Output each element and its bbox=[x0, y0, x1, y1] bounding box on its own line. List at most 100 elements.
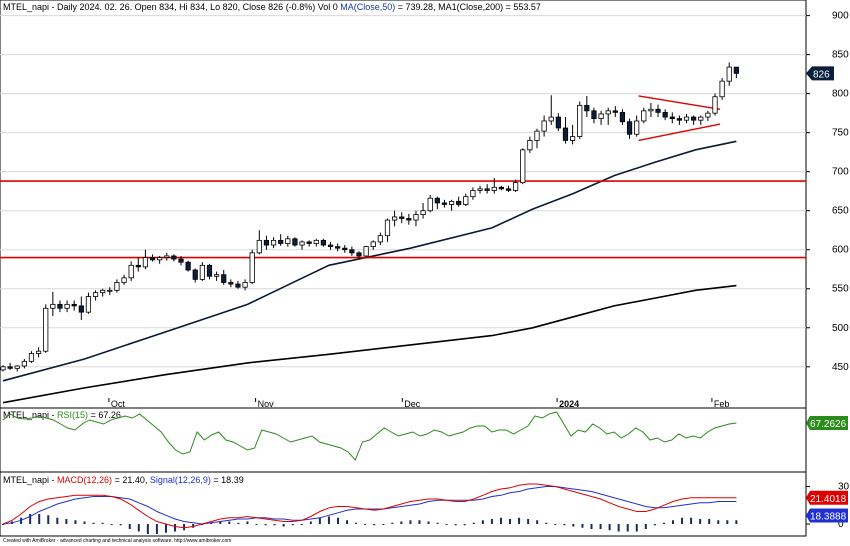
candle-body bbox=[313, 239, 319, 244]
histogram-bar bbox=[563, 524, 566, 526]
histogram-bar bbox=[29, 514, 32, 524]
candle-body bbox=[164, 255, 170, 258]
candle-body bbox=[548, 116, 554, 122]
candle-body bbox=[520, 149, 526, 184]
histogram-bar bbox=[228, 521, 231, 524]
rsi-tag-text: 67.2626 bbox=[810, 419, 847, 430]
signal-value: = 18.39 bbox=[213, 475, 244, 485]
histogram-bar bbox=[155, 524, 158, 534]
candle-body bbox=[513, 182, 519, 191]
candle-body bbox=[377, 235, 383, 243]
macd-histogram bbox=[2, 514, 738, 534]
candle-body bbox=[21, 360, 27, 367]
candle-body bbox=[71, 303, 77, 307]
rsi-panel-header: MTEL_napi - RSI(15) = 67.26 bbox=[3, 410, 121, 420]
candle-body bbox=[92, 292, 99, 297]
price-grid bbox=[0, 15, 806, 368]
histogram-bar bbox=[427, 521, 430, 524]
price-tick-label: 700 bbox=[832, 167, 849, 178]
macd-series bbox=[2, 483, 737, 529]
rsi-panel: 67.2626 bbox=[0, 407, 848, 473]
histogram-bar bbox=[454, 524, 457, 526]
rsi-label: RSI(15) bbox=[57, 410, 89, 420]
candle-body bbox=[570, 136, 576, 141]
price-panel: 900 850 800 750 700 650 600 550 500 450 Oct Nov Dec… bbox=[0, 0, 849, 409]
histogram-bar bbox=[137, 524, 140, 532]
date-tick-label: Dec bbox=[404, 399, 421, 409]
candle-body bbox=[605, 110, 611, 115]
candle-body bbox=[577, 104, 583, 137]
last-price-tag-bg bbox=[806, 66, 834, 81]
candle-body bbox=[698, 116, 704, 121]
candle-body bbox=[57, 303, 63, 309]
histogram-bar bbox=[192, 524, 195, 528]
candle-body bbox=[278, 239, 284, 244]
candle-body bbox=[434, 197, 440, 204]
histogram-bar bbox=[527, 519, 530, 524]
candle-body bbox=[342, 247, 348, 251]
histogram-bar bbox=[490, 519, 493, 524]
candle-body bbox=[726, 66, 732, 82]
candle-body bbox=[384, 219, 391, 237]
signal-tag-bg bbox=[806, 508, 848, 523]
candle-body bbox=[441, 202, 448, 205]
signal-label: Signal(12,26,9) bbox=[149, 475, 211, 485]
histogram-bar bbox=[472, 522, 475, 524]
candle-body bbox=[591, 110, 597, 120]
histogram-bar bbox=[391, 522, 394, 524]
candle-body bbox=[107, 289, 113, 292]
histogram-bar bbox=[56, 517, 59, 524]
candle-body bbox=[584, 104, 590, 112]
ma50-value: = 739.28, bbox=[397, 2, 436, 12]
histogram-bar bbox=[726, 520, 729, 524]
macd-panel: 30 0 21.4018 18.3888 bbox=[0, 471, 850, 537]
price-tick-label: 600 bbox=[832, 245, 849, 256]
candle-body bbox=[242, 282, 248, 288]
histogram-bar bbox=[282, 524, 285, 527]
histogram-bar bbox=[210, 522, 213, 524]
histogram-bar bbox=[119, 524, 122, 526]
candle-body bbox=[712, 96, 718, 114]
candle-body bbox=[178, 258, 184, 263]
ma50-label: MA(Close,50) bbox=[340, 2, 396, 12]
histogram-bar bbox=[608, 524, 611, 531]
rsi-tag-bg bbox=[806, 416, 848, 430]
histogram-bar bbox=[355, 522, 358, 524]
macd-line bbox=[2, 483, 737, 529]
date-axis: Oct Nov Dec 2024 Feb bbox=[108, 398, 729, 409]
candle-body bbox=[691, 116, 697, 121]
support-lines bbox=[0, 180, 806, 259]
rsi-series bbox=[2, 411, 737, 461]
histogram-bar bbox=[617, 524, 620, 532]
macd-tag-bg bbox=[806, 490, 848, 505]
price-tick-label: 500 bbox=[832, 323, 849, 334]
candle-body bbox=[413, 214, 419, 221]
candle-body bbox=[135, 264, 141, 268]
last-price-tag: 826 bbox=[806, 66, 834, 81]
candle-body bbox=[0, 366, 6, 371]
candle-body bbox=[100, 289, 106, 294]
candle-body bbox=[185, 261, 191, 271]
candle-body bbox=[391, 216, 398, 221]
ma200-series bbox=[2, 284, 737, 404]
histogram-bar bbox=[463, 524, 466, 526]
date-tick-label: Oct bbox=[111, 399, 126, 409]
candle-body bbox=[399, 216, 405, 219]
histogram-bar bbox=[128, 524, 131, 529]
ma50-line bbox=[2, 140, 737, 382]
rsi-symbol: MTEL_napi bbox=[3, 410, 50, 420]
candle-body bbox=[626, 121, 633, 135]
ma200-label: MA1(Close,200) bbox=[438, 2, 504, 12]
histogram-bar bbox=[400, 521, 403, 524]
candle-body bbox=[527, 140, 533, 151]
macd-axis: 30 0 bbox=[806, 482, 850, 530]
candle-body bbox=[306, 241, 312, 244]
histogram-bar bbox=[300, 524, 303, 525]
histogram-bar bbox=[92, 522, 95, 524]
ma50-series bbox=[2, 140, 737, 382]
candle-body bbox=[676, 118, 683, 121]
histogram-bar bbox=[518, 517, 521, 524]
candle-body bbox=[256, 239, 262, 254]
candle-body bbox=[213, 274, 220, 277]
histogram-bar bbox=[183, 524, 186, 531]
